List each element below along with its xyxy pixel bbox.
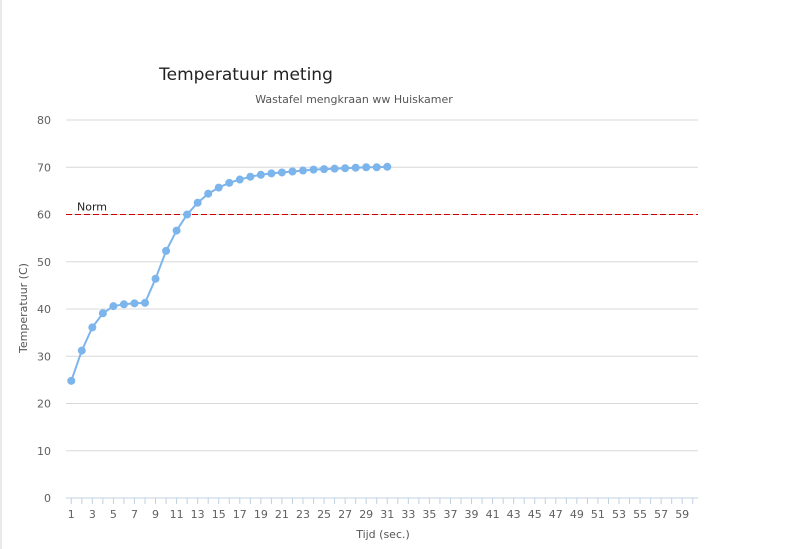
x-tick-label: 17 [233, 508, 247, 521]
x-tick-label: 11 [170, 508, 184, 521]
chart-subtitle: Wastafel mengkraan ww Huiskamer [255, 93, 453, 106]
x-tick-label: 25 [317, 508, 331, 521]
data-point [320, 165, 329, 174]
norm-label: Norm [77, 201, 107, 214]
data-point [330, 164, 339, 173]
x-tick-label: 29 [359, 508, 373, 521]
x-axis-label: Tijd (sec.) [355, 528, 410, 541]
x-axis: 1 3 5 7 9 11 13 15 17 19 21 23 25 27 29 31 33 35 37 39 41 43 4… [66, 497, 698, 521]
y-tick-label: 20 [37, 398, 51, 411]
data-point [130, 299, 139, 308]
left-border [0, 0, 2, 549]
data-point [383, 162, 392, 171]
x-tick-label: 39 [465, 508, 479, 521]
data-point [109, 302, 118, 311]
data-point [119, 300, 128, 309]
x-tick-label: 5 [110, 508, 117, 521]
x-tick-label: 13 [191, 508, 205, 521]
data-point [193, 198, 202, 207]
y-axis-label: Temperatuur (C) [17, 263, 30, 354]
data-point [372, 163, 381, 172]
x-tick-label: 43 [507, 508, 521, 521]
data-point [235, 175, 244, 184]
y-tick-label: 30 [37, 350, 51, 363]
data-point [214, 183, 223, 192]
plot-lines: Norm [66, 201, 698, 215]
x-tick-label: 19 [254, 508, 268, 521]
y-tick-label: 60 [37, 209, 51, 222]
data-point [67, 376, 76, 385]
data-point [151, 274, 160, 283]
series-line [70, 165, 388, 382]
x-tick-label: 33 [401, 508, 415, 521]
data-point [141, 298, 149, 307]
chart-title: Temperatuur meting [158, 65, 333, 85]
x-tick-label: 55 [633, 508, 647, 521]
x-tick-label: 57 [654, 508, 668, 521]
data-point [362, 163, 371, 172]
x-tick-label: 9 [152, 508, 159, 521]
data-point [225, 178, 234, 187]
data-point [246, 172, 255, 181]
data-point [309, 165, 318, 174]
data-point [299, 166, 307, 175]
x-tick-label: 35 [422, 508, 436, 521]
y-tick-label: 50 [37, 256, 51, 269]
data-series [67, 162, 392, 385]
data-point [204, 189, 213, 198]
y-tick-label: 40 [37, 303, 51, 316]
y-tick-label: 0 [44, 492, 51, 505]
data-point [256, 170, 265, 179]
x-tick-label: 1 [68, 508, 75, 521]
data-point [172, 226, 181, 235]
grid-lines [66, 119, 698, 452]
y-tick-label: 80 [37, 114, 51, 127]
data-point [183, 210, 192, 219]
data-point [341, 164, 350, 173]
x-tick-label: 27 [338, 508, 352, 521]
y-tick-label: 70 [37, 161, 51, 174]
x-tick-label: 31 [380, 508, 394, 521]
x-tick-label: 49 [570, 508, 584, 521]
data-point [288, 167, 297, 176]
x-tick-label: 3 [89, 508, 96, 521]
x-tick-label: 21 [275, 508, 289, 521]
data-point [267, 169, 276, 178]
x-tick-label: 45 [528, 508, 542, 521]
data-point [351, 163, 360, 172]
x-tick-label: 59 [675, 508, 689, 521]
x-tick-label: 41 [486, 508, 500, 521]
y-axis: 0 10 20 30 40 50 60 70 80 [37, 114, 51, 505]
data-point [277, 168, 286, 177]
y-tick-label: 10 [37, 445, 51, 458]
x-tick-label: 53 [612, 508, 626, 521]
data-point [162, 246, 171, 255]
data-point [88, 323, 97, 332]
x-tick-label: 37 [443, 508, 457, 521]
x-tick-label: 15 [212, 508, 226, 521]
x-tick-label: 51 [591, 508, 605, 521]
x-tick-label: 47 [549, 508, 563, 521]
x-tick-label: 23 [296, 508, 310, 521]
data-point [98, 309, 107, 318]
data-point [77, 346, 86, 355]
x-tick-label: 7 [131, 508, 138, 521]
